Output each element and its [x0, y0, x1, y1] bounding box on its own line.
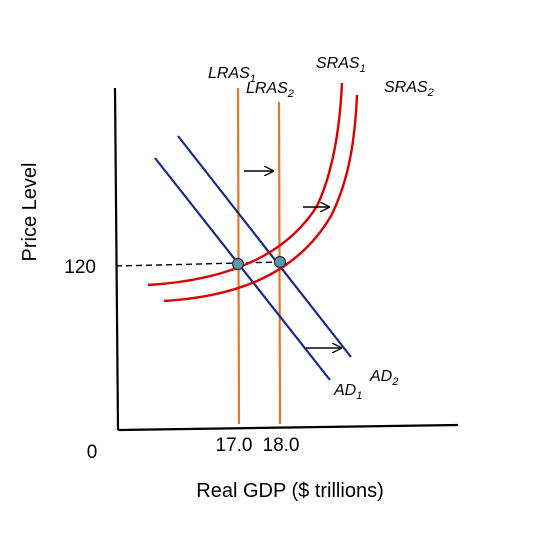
price-level-dashed-line	[115, 261, 282, 267]
ad2-line	[177, 135, 352, 358]
x-axis-label: Real GDP ($ trillions)	[196, 480, 383, 502]
x-tick-label-17: 17.0	[216, 435, 253, 456]
sras1-label-name: SRAS	[316, 55, 360, 72]
x-axis	[117, 423, 459, 432]
sras2-label-sub: 2	[427, 87, 434, 99]
lras1-label-name: LRAS	[208, 65, 250, 82]
lras2-label: LRAS2	[246, 80, 294, 100]
y-tick-label-120: 120	[64, 257, 96, 278]
lras1-label: LRAS1	[208, 65, 256, 85]
lras1-label-sub: 1	[250, 73, 256, 85]
sras1-curve	[147, 82, 344, 287]
sras1-label-sub: 1	[360, 63, 366, 75]
ad2-label: AD2	[369, 368, 398, 388]
sras1-label: SRAS1	[316, 55, 366, 75]
ad1-label-sub: 1	[356, 390, 362, 402]
ad2-label-sub: 2	[391, 376, 398, 388]
lras2-label-name: LRAS	[246, 80, 288, 97]
y-axis	[113, 87, 120, 431]
lras2-label-sub: 2	[287, 88, 294, 100]
lras1-line	[236, 87, 241, 425]
origin-label: 0	[87, 442, 98, 463]
x-tick-label-18: 18.0	[263, 435, 300, 456]
ad1-line	[154, 157, 331, 381]
ad1-label: AD1	[333, 382, 362, 402]
sras2-label: SRAS2	[384, 79, 434, 99]
y-axis-label: Price Level	[19, 163, 41, 262]
ad1-label-name: AD	[333, 382, 357, 399]
ad2-label-name: AD	[369, 368, 393, 385]
equilibrium-point-1	[231, 257, 245, 271]
equilibrium-point-2	[273, 255, 287, 269]
sras2-curve	[163, 94, 359, 303]
sras2-label-name: SRAS	[384, 79, 428, 96]
